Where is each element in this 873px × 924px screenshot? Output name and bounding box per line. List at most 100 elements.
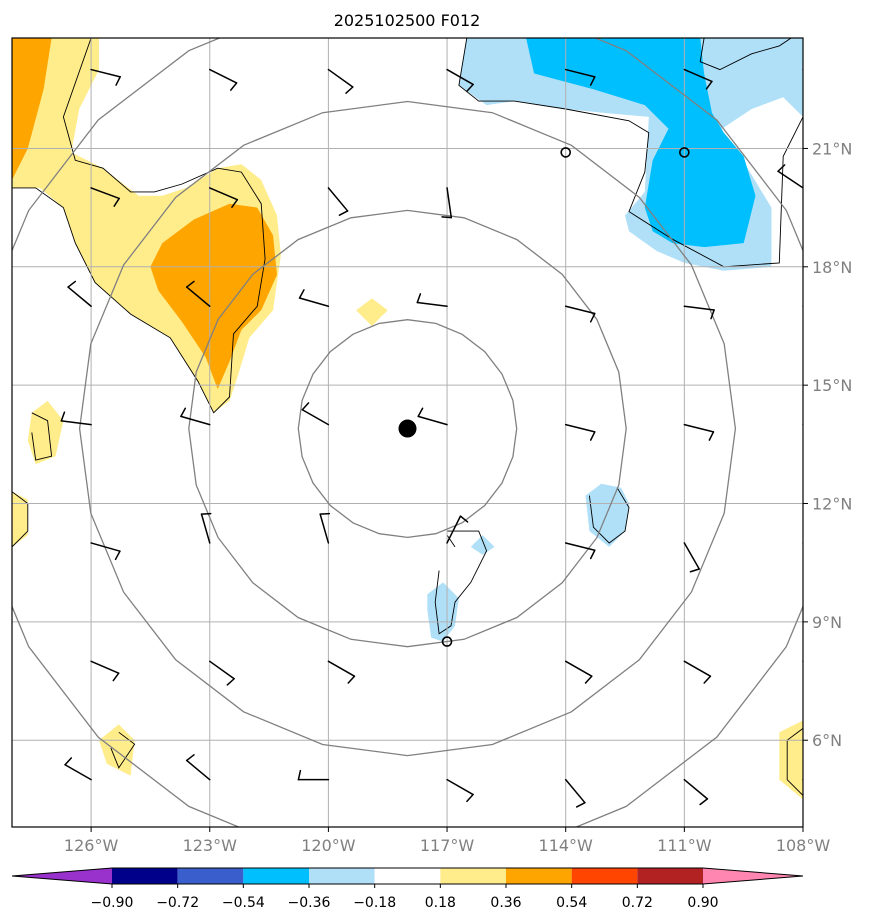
shaded-region: [12, 38, 52, 180]
wind-barb: [777, 164, 803, 189]
barb-shaft: [209, 68, 238, 84]
wind-barb: [417, 407, 448, 426]
colorbar-segment: [112, 868, 178, 884]
barb-feather: [584, 675, 593, 684]
barb-shaft: [683, 423, 715, 433]
wind-barb: [683, 660, 712, 684]
wind-barb: [60, 411, 92, 426]
shaded-region: [585, 483, 629, 547]
barb-feather: [60, 411, 66, 422]
colorbar-segment: [440, 868, 506, 884]
x-tick-label: 120°W: [301, 836, 356, 855]
wind-barb: [180, 407, 211, 426]
wind-barb: [64, 757, 92, 781]
wind-barb: [209, 68, 238, 91]
range-ring: [12, 38, 803, 827]
barb-feather: [180, 407, 187, 418]
wind-barb: [683, 778, 709, 806]
barb-feather: [831, 306, 833, 315]
contour-line: [110, 731, 136, 769]
wind-barb: [441, 187, 453, 219]
barb-shaft: [564, 660, 593, 677]
wind-barb: [446, 68, 474, 93]
barb-feather: [115, 76, 121, 86]
wind-barb: [564, 305, 596, 323]
colorbar-segment: [243, 868, 309, 884]
x-tick-label: 117°W: [420, 836, 475, 855]
colorbar-segment: [506, 868, 572, 884]
barb-shaft: [319, 513, 330, 544]
barb-shaft: [446, 68, 474, 86]
colorbar-tick-label: 0.54: [556, 895, 587, 911]
x-tick-label: 108°W: [776, 836, 831, 855]
wind-barb: [327, 660, 356, 684]
barb-feather: [575, 801, 586, 808]
gridlines: [12, 38, 803, 827]
map-frame: [11, 37, 804, 828]
wind-barb: [297, 769, 330, 781]
barb-shaft: [301, 408, 330, 426]
barb-feather: [589, 549, 596, 560]
open-circle-marker: [441, 636, 453, 647]
barb-shaft: [64, 764, 92, 781]
barb-feather: [298, 289, 305, 299]
barb-shaft: [327, 660, 356, 677]
barb-feather: [113, 197, 120, 207]
barb-shaft: [683, 778, 709, 800]
shaded-region: [27, 400, 64, 465]
barb-shaft: [185, 286, 211, 308]
wind-barb: [802, 423, 803, 426]
wind-barb: [564, 423, 596, 441]
colorbar-tick-label: 0.18: [425, 895, 456, 911]
barb-shaft: [209, 187, 239, 201]
wind-barb: [446, 778, 474, 803]
barb-feather: [827, 552, 832, 560]
point-markers: [398, 147, 690, 647]
wind-barb: [416, 293, 448, 308]
contour-line: [786, 728, 803, 796]
wind-barb: [90, 187, 120, 207]
wind-barb: [564, 778, 586, 808]
open-circle-marker: [679, 147, 690, 158]
wind-barb: [802, 68, 803, 71]
barb-feather: [441, 216, 453, 219]
barb-shaft: [564, 423, 596, 433]
barb-feather: [301, 402, 310, 411]
wind-barb: [90, 542, 121, 561]
wind-barb: [802, 660, 803, 663]
barb-feather: [226, 677, 235, 686]
barb-feather: [297, 769, 302, 781]
barb-feather: [319, 512, 331, 515]
barb-shaft: [802, 423, 803, 426]
colorbar-tick-label: −0.90: [91, 895, 134, 911]
wind-barb: [67, 280, 92, 308]
contour-line: [12, 491, 29, 548]
x-axis-ticks: 126°W 123°W 120°W 117°W 114°W 111°W 108°W: [64, 827, 830, 855]
wind-barb: [802, 305, 833, 315]
barb-shaft: [60, 420, 92, 426]
barb-shaft: [802, 542, 803, 544]
colorbar-tick-label: −0.36: [288, 895, 331, 911]
x-tick-label: 126°W: [64, 836, 119, 855]
barb-shaft: [802, 68, 803, 71]
barb-shaft: [67, 286, 92, 308]
barb-shaft: [90, 68, 121, 78]
barb-shaft: [180, 415, 211, 426]
range-rings: [12, 38, 803, 827]
wind-barb: [209, 187, 239, 208]
wind-barb: [298, 289, 330, 308]
barb-shaft: [683, 305, 715, 311]
barb-shaft: [802, 660, 803, 663]
barb-shaft: [200, 513, 211, 544]
barb-feather: [589, 312, 596, 323]
barb-feather: [417, 407, 424, 418]
y-tick-label: 9°N: [812, 613, 842, 632]
y-tick-label: 12°N: [812, 495, 852, 514]
x-tick-label: 114°W: [539, 836, 594, 855]
barb-shaft: [446, 778, 474, 796]
barb-shaft: [446, 515, 462, 544]
barb-feather: [466, 83, 474, 93]
y-tick-label: 18°N: [812, 258, 852, 277]
barb-shaft: [209, 660, 235, 680]
